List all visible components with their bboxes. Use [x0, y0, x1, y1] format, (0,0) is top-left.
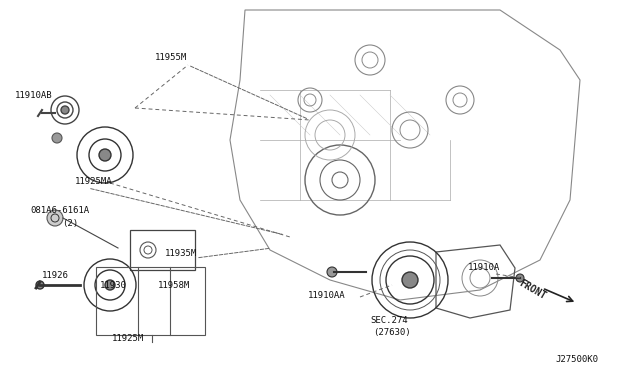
Circle shape [36, 281, 44, 289]
Circle shape [47, 210, 63, 226]
Circle shape [61, 106, 69, 114]
Text: 11910AA: 11910AA [308, 291, 346, 300]
Text: SEC.274: SEC.274 [370, 316, 408, 325]
Text: 11935M: 11935M [165, 249, 197, 258]
Text: 11925MA: 11925MA [75, 177, 113, 186]
Circle shape [99, 149, 111, 161]
Text: 11930: 11930 [100, 281, 127, 290]
Text: 11910AB: 11910AB [15, 91, 52, 100]
Text: J27500K0: J27500K0 [555, 355, 598, 364]
Text: 11955M: 11955M [155, 53, 188, 62]
Text: 11926: 11926 [42, 271, 69, 280]
Circle shape [105, 280, 115, 290]
Text: 11910A: 11910A [468, 263, 500, 272]
Text: FRONT: FRONT [516, 278, 547, 302]
Circle shape [327, 267, 337, 277]
Text: 081A6-6161A: 081A6-6161A [30, 206, 89, 215]
Text: (2): (2) [62, 219, 78, 228]
Text: (27630): (27630) [373, 328, 411, 337]
Circle shape [516, 274, 524, 282]
Bar [96, 267, 205, 335]
Text: 11958M: 11958M [158, 281, 190, 290]
Circle shape [402, 272, 418, 288]
Text: 11925M: 11925M [112, 334, 144, 343]
Circle shape [52, 133, 62, 143]
